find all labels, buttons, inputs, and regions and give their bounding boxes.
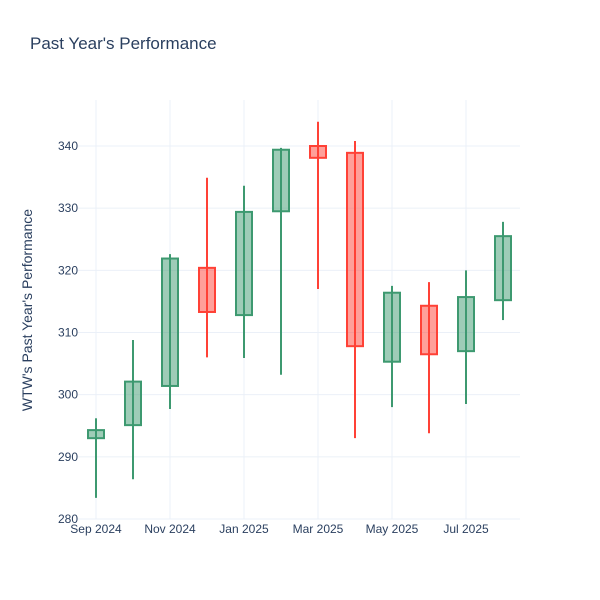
candle-body-increasing — [457, 296, 475, 353]
candle-body-increasing — [383, 291, 401, 363]
candle-body-increasing — [161, 257, 179, 387]
y-tick-label: 310 — [58, 326, 78, 340]
candle-body-decreasing — [346, 151, 364, 348]
candle-body-decreasing — [420, 304, 438, 356]
y-tick-label: 300 — [58, 388, 78, 402]
y-tick-label: 340 — [58, 139, 78, 153]
candle-body-increasing — [124, 380, 142, 427]
x-tick-label: Mar 2025 — [293, 522, 344, 536]
candle-body-decreasing — [198, 266, 216, 313]
chart-title: Past Year's Performance — [30, 34, 217, 53]
x-tick-label: Sep 2024 — [70, 522, 122, 536]
y-tick-label: 290 — [58, 450, 78, 464]
y-tick-label: 330 — [58, 201, 78, 215]
candle-body-decreasing — [309, 145, 327, 159]
x-tick-label: May 2025 — [366, 522, 419, 536]
x-tick-label: Jul 2025 — [443, 522, 489, 536]
candle-body-increasing — [494, 235, 512, 302]
candle-body-increasing — [272, 148, 290, 213]
x-tick-label: Jan 2025 — [219, 522, 269, 536]
y-tick-label: 280 — [58, 512, 78, 526]
x-tick-label: Nov 2024 — [144, 522, 196, 536]
y-tick-label: 320 — [58, 263, 78, 277]
candle-body-increasing — [87, 429, 105, 440]
y-axis-label: WTW's Past Year's Performance — [19, 209, 35, 411]
candle-body-increasing — [235, 210, 253, 317]
